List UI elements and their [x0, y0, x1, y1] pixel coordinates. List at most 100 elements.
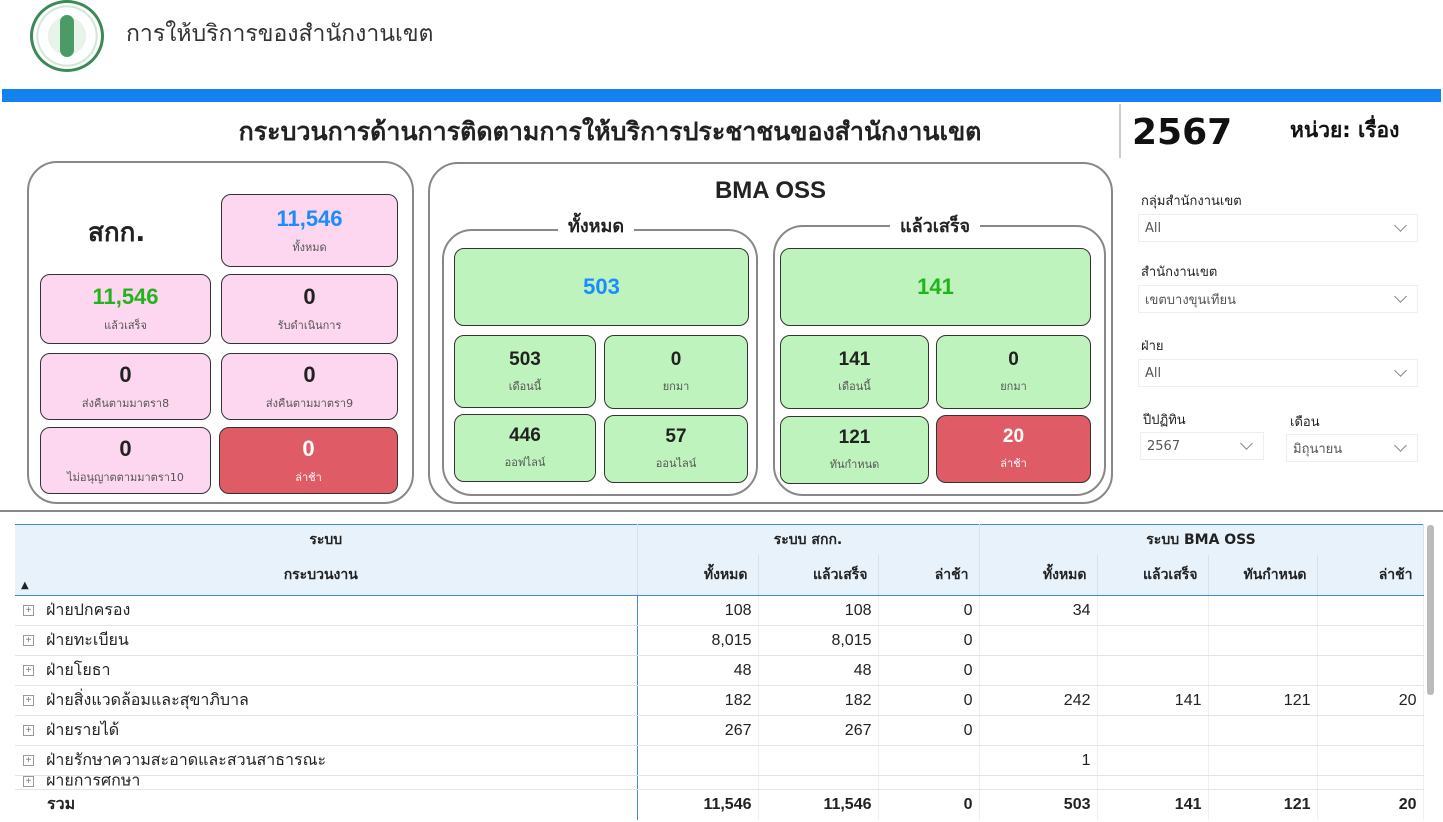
- row-name-cell: + ฝ่ายปกครอง: [15, 595, 638, 626]
- value-cell: [979, 625, 1098, 656]
- card-label: ยกมา: [662, 380, 690, 393]
- column-header[interactable]: ทันกำหนด: [1208, 554, 1318, 596]
- skk-return8-card: 0 ส่งคืนตามมาตรา8: [40, 353, 211, 420]
- value-cell: [637, 745, 759, 776]
- table-row: + ฝ่ายปกครอง 108 108 0 34: [15, 595, 1424, 626]
- division-filter-select[interactable]: All: [1138, 359, 1418, 387]
- table-scrollbar[interactable]: [1427, 525, 1434, 695]
- value-cell: [1317, 625, 1424, 656]
- card-value: 0: [303, 284, 316, 309]
- office-filter-label: สำนักงานเขต: [1141, 265, 1218, 280]
- card-value: 121: [838, 427, 871, 448]
- chevron-down-icon: [1240, 437, 1253, 450]
- expand-icon[interactable]: +: [23, 695, 34, 707]
- card-label: ทั้งหมด: [292, 240, 327, 254]
- select-value: All: [1145, 365, 1162, 381]
- card-value: 0: [302, 435, 315, 461]
- row-name-cell: + ฝ่ายรายได้: [15, 715, 638, 746]
- month-filter-select[interactable]: มิถุนายน: [1286, 434, 1418, 462]
- value-cell: [1208, 715, 1318, 746]
- value-cell: [1208, 655, 1318, 686]
- value-cell: 0: [878, 655, 980, 686]
- value-cell: [1208, 625, 1318, 656]
- total-row: รวม 11,546 11,546 0 503 141 121 20: [15, 789, 1424, 820]
- year-value: 2567: [1132, 112, 1233, 153]
- oss-all-label: ทั้งหมด: [558, 211, 635, 240]
- year-filter-select[interactable]: 2567: [1140, 432, 1264, 460]
- card-value: 141: [917, 274, 954, 299]
- table-row: + ฝ่ายรายได้ 267 267 0: [15, 715, 1424, 746]
- column-header[interactable]: ล่าช้า: [878, 554, 980, 596]
- group-filter-label: กลุ่มสำนักงานเขต: [1141, 194, 1242, 209]
- value-cell: 8,015: [637, 625, 759, 656]
- column-header[interactable]: ล่าช้า: [1317, 554, 1424, 596]
- row-label: ฝ่ายปกครอง: [46, 602, 131, 619]
- column-header[interactable]: ทั้งหมด: [637, 554, 759, 596]
- card-value: 0: [119, 435, 132, 461]
- office-filter-select[interactable]: เขตบางขุนเทียน: [1138, 285, 1418, 313]
- oss-all-month-card: 503 เดือนนี้: [454, 335, 596, 408]
- total-cell: 141: [1097, 789, 1209, 820]
- value-cell: 0: [878, 625, 980, 656]
- oss-all-total-card: 503: [454, 248, 749, 326]
- oss-done-carried-card: 0 ยกมา: [936, 335, 1091, 409]
- value-cell: 267: [758, 715, 879, 746]
- year-filter-label: ปีปฏิทิน: [1143, 413, 1186, 428]
- value-cell: 267: [637, 715, 759, 746]
- row-label: ฝ่ายสิ่งแวดล้อมและสุขาภิบาล: [46, 692, 249, 709]
- card-value: 0: [119, 361, 132, 387]
- card-label: ยกมา: [1000, 380, 1027, 393]
- oss-title: BMA OSS: [714, 177, 827, 204]
- column-header[interactable]: ทั้งหมด: [979, 554, 1098, 596]
- chevron-down-icon: [1394, 290, 1407, 303]
- value-cell: 108: [637, 595, 759, 626]
- value-cell: [1208, 745, 1318, 776]
- card-value: 20: [1002, 426, 1025, 447]
- total-cell: 121: [1208, 789, 1318, 820]
- total-cell: 11,546: [637, 789, 759, 820]
- expand-icon[interactable]: +: [23, 605, 34, 617]
- column-header[interactable]: แล้วเสร็จ: [758, 554, 879, 596]
- column-header-process[interactable]: กระบวนงาน ▲: [15, 554, 638, 596]
- chevron-down-icon: [1394, 364, 1407, 377]
- select-value: All: [1145, 220, 1162, 236]
- value-cell: 242: [979, 685, 1098, 716]
- column-header[interactable]: แล้วเสร็จ: [1097, 554, 1209, 596]
- value-cell: 1: [979, 745, 1098, 776]
- expand-icon[interactable]: +: [23, 635, 34, 647]
- card-value: 0: [1008, 349, 1019, 370]
- process-matrix-table: ระบบ ระบบ สกก. ระบบ BMA OSS กระบวนงาน ▲ ท…: [15, 524, 1424, 820]
- select-value: 2567: [1147, 438, 1181, 454]
- oss-done-month-card: 141 เดือนนี้: [780, 335, 929, 409]
- value-cell: [1097, 595, 1209, 626]
- group-filter-select[interactable]: All: [1138, 214, 1418, 242]
- row-label: ฝ่ายรักษาความสะอาดและสวนสาธารณะ: [46, 752, 327, 769]
- card-value: 11,546: [92, 284, 159, 309]
- value-cell: [1317, 595, 1424, 626]
- card-value: 0: [303, 361, 316, 387]
- total-cell: 11,546: [758, 789, 879, 820]
- value-cell: [1317, 775, 1424, 790]
- section-divider: [0, 510, 1443, 512]
- card-label: ออฟไลน์: [504, 456, 546, 469]
- expand-icon[interactable]: +: [23, 755, 34, 767]
- skk-inprogress-card: 0 รับดำเนินการ: [221, 274, 398, 344]
- row-label: ฝ่ายรายได้: [46, 722, 120, 739]
- value-cell: 141: [1097, 685, 1209, 716]
- expand-icon[interactable]: +: [23, 665, 34, 677]
- card-value: 0: [670, 349, 682, 370]
- value-cell: [878, 745, 980, 776]
- value-cell: [1317, 715, 1424, 746]
- value-cell: [979, 655, 1098, 686]
- card-label: ออนไลน์: [655, 457, 697, 470]
- skk-title: สกก.: [88, 218, 146, 248]
- sort-asc-icon[interactable]: ▲: [21, 580, 29, 591]
- value-cell: 182: [758, 685, 879, 716]
- expand-icon[interactable]: +: [23, 725, 34, 737]
- value-cell: [979, 715, 1098, 746]
- oss-done-total-card: 141: [780, 248, 1091, 326]
- row-name-cell: + ฝ่ายการศึกษา: [15, 775, 638, 790]
- expand-icon[interactable]: +: [23, 776, 34, 787]
- card-label: ไม่อนุญาตตามมาตรา10: [67, 470, 184, 484]
- header-bar: [2, 89, 1441, 102]
